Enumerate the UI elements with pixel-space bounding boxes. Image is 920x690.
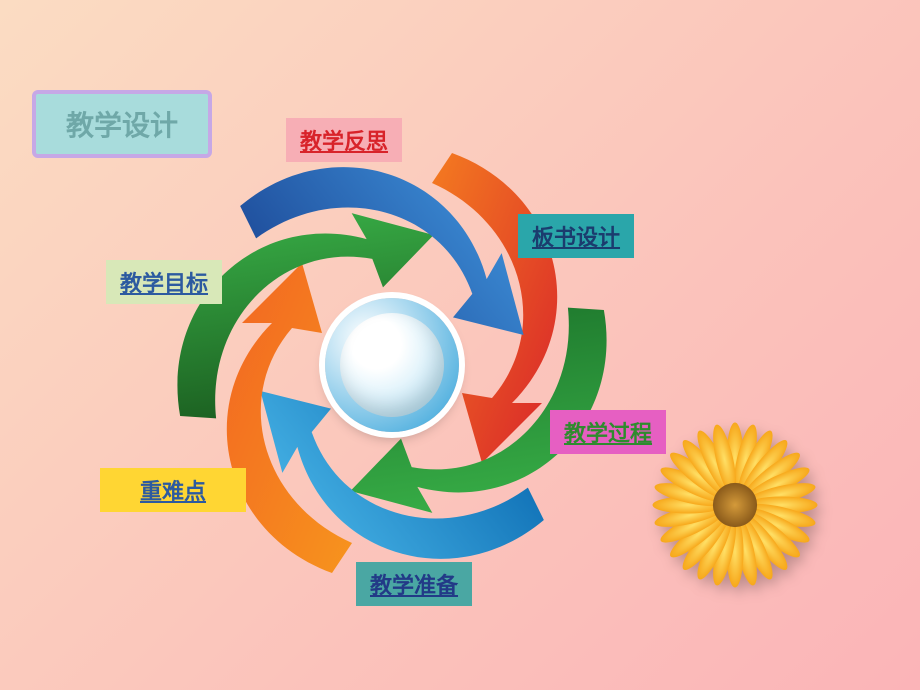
label-process[interactable]: 教学过程 [550,410,666,454]
label-difficulty[interactable]: 重难点 [100,468,246,512]
label-objective[interactable]: 教学目标 [106,260,222,304]
center-sphere [340,313,444,417]
slide-stage: { "canvas": { "w": 920, "h": 690, "backg… [0,0,920,690]
label-board[interactable]: 板书设计 [518,214,634,258]
label-reflection[interactable]: 教学反思 [286,118,402,162]
flower-icon [650,420,820,590]
label-preparation[interactable]: 教学准备 [356,562,472,606]
